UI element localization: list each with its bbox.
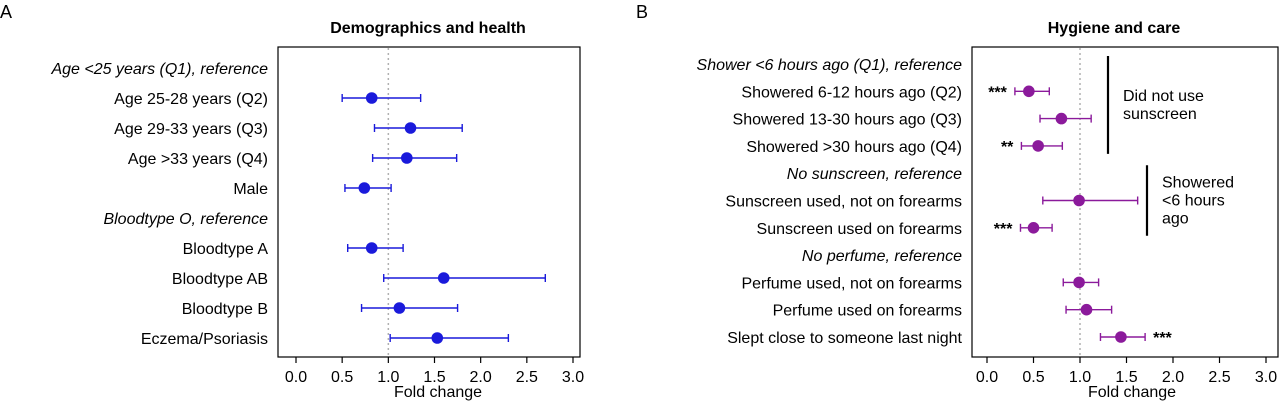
estimate-point [1032,140,1044,152]
estimate-point [1115,331,1127,343]
panel-b-row: Perfume used, not on forearms [741,275,1100,292]
x-tick-label: 3.0 [1255,369,1277,386]
x-tick-label: 0.5 [331,369,353,386]
x-tick-label: 2.0 [470,369,492,386]
x-tick-label: 1.5 [423,369,445,386]
row-label: Bloodtype B [182,301,268,318]
panel-a-row: Bloodtype B [182,301,459,318]
row-label: Perfume used on forearms [773,303,962,320]
row-label: Slept close to someone last night [727,330,962,347]
panel-b-row: No perfume, reference [802,248,962,265]
panel-a: A Demographics and health Age <25 years … [0,2,584,401]
panel-a-row: Bloodtype A [183,241,404,258]
panel-b-row: Sunscreen used, not on forearms [725,194,1139,211]
row-label: Male [233,181,268,198]
row-label: No perfume, reference [802,248,962,265]
panel-a-row: Bloodtype O, reference [103,211,268,228]
estimate-point [401,152,413,164]
row-label: Eczema/Psoriasis [141,331,268,348]
estimate-point [404,122,417,134]
panel-a-row: Eczema/Psoriasis [141,331,510,348]
panel-a-x-axis-label: Fold change [394,384,482,401]
estimate-point [1023,85,1035,98]
estimate-point [358,182,371,194]
panel-b-row: Sunscreen used on forearms *** [757,221,1053,238]
x-tick-label: 3.0 [562,369,584,386]
group-bracket-label: sunscreen [1123,106,1197,123]
x-tick-label: 0.0 [285,369,307,386]
significance-marker: *** [994,221,1013,238]
estimate-point [365,242,378,254]
row-label: Showered 13-30 hours ago (Q3) [733,112,962,129]
row-label: Age <25 years (Q1), reference [50,61,268,78]
x-tick-label: 2.0 [1162,369,1184,386]
panel-a-row: Age 25-28 years (Q2) [114,91,422,108]
estimate-point [1073,276,1085,289]
panel-a-plot-frame [277,46,581,358]
panel-a-row: Age <25 years (Q1), reference [50,61,268,78]
row-label: No sunscreen, reference [787,166,962,183]
panel-b-row: Showered 6-12 hours ago (Q2) *** [741,84,1051,101]
panel-b-row: No sunscreen, reference [787,166,962,183]
x-tick-label: 0.0 [976,369,998,386]
estimate-point [365,92,378,104]
group-bracket-label: Showered [1162,175,1234,192]
row-label: Age 29-33 years (Q3) [114,121,268,138]
panel-b-letter: B [636,2,648,22]
panel-b-row: Shower <6 hours ago (Q1), reference [697,57,963,74]
row-label: Shower <6 hours ago (Q1), reference [697,57,963,74]
significance-marker: ** [1001,139,1014,156]
row-label: Perfume used, not on forearms [741,275,962,292]
x-tick-label: 2.5 [1208,369,1230,386]
row-label: Showered 6-12 hours ago (Q2) [741,84,962,101]
panel-b-plot-frame [971,46,1279,358]
panel-b-row: Showered >30 hours ago (Q4) ** [746,139,1064,156]
row-label: Age >33 years (Q4) [128,151,268,168]
x-tick-label: 2.5 [516,369,538,386]
significance-marker: *** [988,84,1007,101]
panel-a-row: Age 29-33 years (Q3) [114,121,463,138]
panel-b-x-axis-label: Fold change [1088,384,1176,401]
x-tick-label: 1.0 [377,369,399,386]
row-label: Sunscreen used on forearms [757,221,962,238]
panel-a-row: Male [233,181,392,198]
estimate-point [1073,194,1085,207]
x-tick-label: 1.0 [1069,369,1091,386]
panel-b-title: Hygiene and care [1048,20,1181,37]
panel-b-row: Slept close to someone last night *** [727,330,1172,347]
estimate-point [1027,222,1040,234]
estimate-point [1055,112,1068,125]
panel-a-row: Age >33 years (Q4) [128,151,458,168]
panel-b-row: Perfume used on forearms [773,303,1113,320]
row-label: Age 25-28 years (Q2) [114,91,268,108]
row-label: Bloodtype AB [172,271,268,288]
significance-marker: *** [1153,330,1172,347]
panel-b: B Hygiene and care Shower <6 hours ago (… [636,2,1279,401]
x-tick-label: 0.5 [1022,369,1044,386]
row-label: Showered >30 hours ago (Q4) [746,139,962,156]
row-label: Bloodtype A [183,241,269,258]
group-bracket-label: Did not use [1123,88,1204,105]
panel-a-title: Demographics and health [330,20,526,37]
estimate-point [431,332,444,344]
estimate-point [1080,303,1093,316]
panel-a-row: Bloodtype AB [172,271,546,288]
panel-a-letter: A [0,2,12,22]
row-label: Sunscreen used, not on forearms [725,194,962,211]
group-bracket-label: <6 hours [1162,193,1225,210]
group-bracket-label: ago [1162,211,1189,228]
panel-b-row: Showered 13-30 hours ago (Q3) [733,112,1092,129]
row-label: Bloodtype O, reference [103,211,268,228]
x-tick-label: 1.5 [1115,369,1137,386]
estimate-point [393,302,406,314]
estimate-point [437,272,450,284]
